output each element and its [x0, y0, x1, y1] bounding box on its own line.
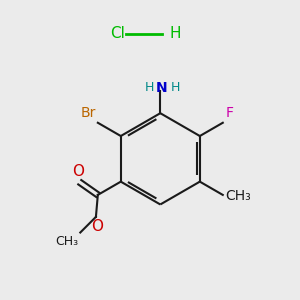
- Text: H: H: [169, 26, 181, 41]
- Text: CH₃: CH₃: [225, 189, 251, 203]
- Text: O: O: [72, 164, 84, 179]
- Text: H: H: [144, 81, 154, 94]
- Text: Cl: Cl: [110, 26, 125, 41]
- Text: F: F: [225, 106, 233, 120]
- Text: O: O: [91, 219, 103, 234]
- Text: Br: Br: [81, 106, 96, 120]
- Text: CH₃: CH₃: [56, 235, 79, 248]
- Text: H: H: [170, 81, 180, 94]
- Text: N: N: [156, 81, 168, 94]
